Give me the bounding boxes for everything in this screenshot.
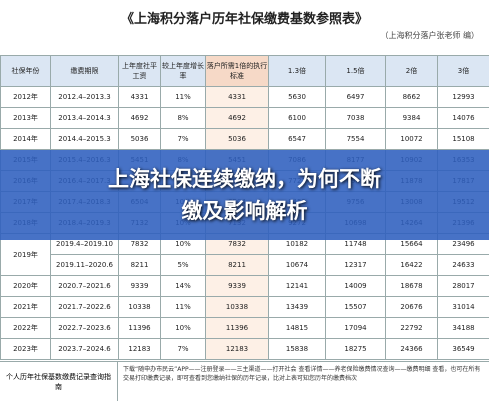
cell: 2019.11–2020.6 <box>51 255 119 276</box>
cell: 14% <box>161 276 206 297</box>
cell: 13439 <box>269 297 326 318</box>
cell: 2014.4–2015.3 <box>51 129 119 150</box>
cell: 14815 <box>269 318 326 339</box>
cell: 7554 <box>326 129 386 150</box>
cell: 8% <box>161 108 206 129</box>
cell: 15507 <box>326 297 386 318</box>
column-header: 社保年份 <box>1 56 51 87</box>
cell: 2013.4–2014.3 <box>51 108 119 129</box>
column-header: 1.3倍 <box>269 56 326 87</box>
cell: 5% <box>161 255 206 276</box>
cell: 2020.7–2021.6 <box>51 276 119 297</box>
cell: 15838 <box>269 339 326 360</box>
cell: 36549 <box>438 339 489 360</box>
column-header: 3倍 <box>438 56 489 87</box>
column-header: 1.5倍 <box>326 56 386 87</box>
footer-text: 下载“随申办市民云”APP——注册登录——三主渠道——打开社会 查看详情——养老… <box>118 362 489 401</box>
cell: 14009 <box>326 276 386 297</box>
cell: 6100 <box>269 108 326 129</box>
year-cell: 2022年 <box>1 318 51 339</box>
footer-label: 个人历年社保基数缴费记录查询指南 <box>0 362 118 401</box>
cell: 16422 <box>386 255 438 276</box>
cell: 28017 <box>438 276 489 297</box>
cell: 2021.7–2022.6 <box>51 297 119 318</box>
cell: 11% <box>161 87 206 108</box>
cell: 7% <box>161 339 206 360</box>
cell: 14076 <box>438 108 489 129</box>
title: 《上海积分落户历年社保缴费基数参照表》 <box>0 8 489 27</box>
cell: 4692 <box>206 108 269 129</box>
cell: 18678 <box>386 276 438 297</box>
cell: 8662 <box>386 87 438 108</box>
banner-line: 上海社保连续缴纳，为何不断 <box>0 163 489 195</box>
column-header: 较上年度增长率 <box>161 56 206 87</box>
cell: 18275 <box>326 339 386 360</box>
cell: 9339 <box>119 276 161 297</box>
cell: 8211 <box>119 255 161 276</box>
cell: 2022.7–2023.6 <box>51 318 119 339</box>
cell: 11396 <box>119 318 161 339</box>
cell: 12993 <box>438 87 489 108</box>
cell: 11% <box>161 297 206 318</box>
cell: 12317 <box>326 255 386 276</box>
column-header: 2倍 <box>386 56 438 87</box>
cell: 10072 <box>386 129 438 150</box>
cell: 9339 <box>206 276 269 297</box>
year-cell: 2021年 <box>1 297 51 318</box>
cell: 31014 <box>438 297 489 318</box>
cell: 10338 <box>206 297 269 318</box>
cell: 2023.7–2024.6 <box>51 339 119 360</box>
year-cell: 2013年 <box>1 108 51 129</box>
column-header: 上年度社平工资 <box>119 56 161 87</box>
cell: 5036 <box>119 129 161 150</box>
cell: 4692 <box>119 108 161 129</box>
banner: 上海社保连续缴纳，为何不断 缴及影响解析 <box>0 150 489 240</box>
year-cell: 2020年 <box>1 276 51 297</box>
cell: 7038 <box>326 108 386 129</box>
cell: 10% <box>161 318 206 339</box>
cell: 4331 <box>206 87 269 108</box>
author: （上海积分落户张老师 编） <box>380 30 479 41</box>
cell: 11396 <box>206 318 269 339</box>
cell: 10674 <box>269 255 326 276</box>
year-cell: 2012年 <box>1 87 51 108</box>
cell: 20676 <box>386 297 438 318</box>
cell: 12183 <box>119 339 161 360</box>
year-cell: 2014年 <box>1 129 51 150</box>
cell: 12141 <box>269 276 326 297</box>
cell: 5630 <box>269 87 326 108</box>
cell: 34188 <box>438 318 489 339</box>
cell: 2012.4–2013.3 <box>51 87 119 108</box>
cell: 24633 <box>438 255 489 276</box>
cell: 6547 <box>269 129 326 150</box>
cell: 7% <box>161 129 206 150</box>
column-header: 缴费期限 <box>51 56 119 87</box>
cell: 9384 <box>386 108 438 129</box>
cell: 22792 <box>386 318 438 339</box>
cell: 10338 <box>119 297 161 318</box>
cell: 5036 <box>206 129 269 150</box>
cell: 15108 <box>438 129 489 150</box>
year-cell: 2023年 <box>1 339 51 360</box>
column-header: 落户所需1倍的执行标准 <box>206 56 269 87</box>
footer: 个人历年社保基数缴费记录查询指南 下载“随申办市民云”APP——注册登录——三主… <box>0 361 489 401</box>
cell: 6497 <box>326 87 386 108</box>
cell: 8211 <box>206 255 269 276</box>
cell: 12183 <box>206 339 269 360</box>
banner-line: 缴及影响解析 <box>0 195 489 227</box>
cell: 17094 <box>326 318 386 339</box>
cell: 4331 <box>119 87 161 108</box>
cell: 24366 <box>386 339 438 360</box>
